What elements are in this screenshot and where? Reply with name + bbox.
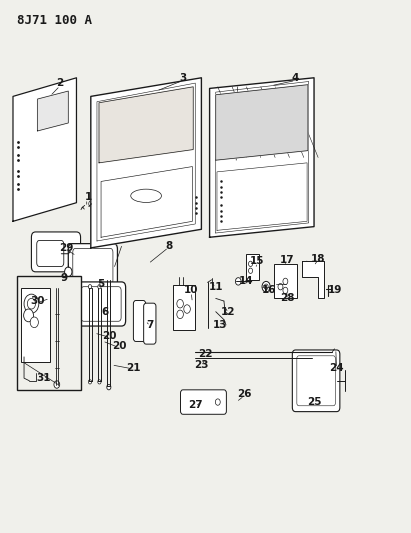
Text: 30: 30	[30, 296, 45, 306]
Text: 1: 1	[85, 192, 92, 203]
Polygon shape	[302, 261, 324, 298]
Bar	[148, 195, 181, 216]
Circle shape	[98, 379, 101, 384]
Text: 8J71 100 A: 8J71 100 A	[17, 14, 92, 27]
Circle shape	[249, 261, 253, 266]
Circle shape	[89, 200, 94, 207]
Text: 21: 21	[127, 362, 141, 373]
Text: 24: 24	[329, 362, 344, 373]
Polygon shape	[217, 163, 307, 230]
Text: 26: 26	[237, 389, 252, 399]
Text: 25: 25	[307, 397, 321, 407]
Circle shape	[88, 379, 92, 384]
FancyBboxPatch shape	[180, 390, 226, 414]
Circle shape	[276, 277, 286, 290]
Circle shape	[184, 305, 190, 313]
FancyBboxPatch shape	[76, 282, 126, 326]
Circle shape	[278, 280, 284, 287]
Bar	[274, 264, 297, 298]
Circle shape	[24, 294, 39, 313]
FancyBboxPatch shape	[134, 301, 145, 342]
Bar	[173, 285, 195, 330]
Circle shape	[54, 381, 60, 388]
Text: 17: 17	[280, 255, 295, 265]
Circle shape	[278, 284, 283, 290]
Text: 29: 29	[59, 243, 74, 253]
Bar	[283, 183, 298, 193]
Circle shape	[262, 281, 270, 292]
Text: 28: 28	[280, 293, 295, 303]
Text: 5: 5	[97, 279, 105, 288]
Text: 16: 16	[262, 286, 276, 295]
Text: 18: 18	[311, 254, 326, 263]
Circle shape	[264, 284, 268, 289]
FancyBboxPatch shape	[73, 248, 113, 284]
Text: 6: 6	[102, 306, 109, 317]
Text: 15: 15	[249, 256, 264, 266]
Text: 10: 10	[184, 286, 199, 295]
FancyBboxPatch shape	[297, 356, 335, 406]
Circle shape	[215, 399, 220, 405]
Polygon shape	[210, 78, 314, 237]
Polygon shape	[91, 78, 201, 248]
Polygon shape	[37, 91, 68, 131]
Circle shape	[177, 300, 183, 308]
Circle shape	[249, 268, 253, 273]
Bar	[109, 195, 142, 216]
Text: 22: 22	[198, 349, 213, 359]
Circle shape	[305, 269, 309, 274]
Polygon shape	[99, 87, 193, 163]
Bar	[21, 288, 50, 362]
FancyBboxPatch shape	[144, 303, 156, 344]
Circle shape	[98, 285, 101, 289]
Circle shape	[107, 384, 111, 390]
Circle shape	[30, 317, 38, 328]
Bar	[17, 276, 81, 390]
Ellipse shape	[131, 189, 162, 203]
Circle shape	[236, 278, 241, 285]
Circle shape	[24, 309, 33, 322]
Text: 20: 20	[102, 330, 116, 341]
Text: 13: 13	[212, 320, 227, 330]
Text: 9: 9	[60, 273, 68, 283]
Text: 12: 12	[221, 306, 235, 317]
Circle shape	[27, 298, 35, 309]
Bar	[148, 176, 173, 185]
Text: 23: 23	[194, 360, 209, 370]
Circle shape	[283, 278, 288, 285]
FancyBboxPatch shape	[81, 287, 121, 321]
Text: 8: 8	[165, 241, 172, 251]
FancyBboxPatch shape	[37, 240, 64, 266]
Polygon shape	[101, 166, 192, 237]
Text: 4: 4	[292, 73, 299, 83]
Text: 3: 3	[179, 73, 187, 83]
Text: 27: 27	[188, 400, 203, 410]
FancyBboxPatch shape	[31, 232, 81, 272]
FancyBboxPatch shape	[68, 244, 118, 289]
Text: 11: 11	[208, 282, 223, 292]
Bar	[246, 254, 259, 280]
Text: 20: 20	[112, 341, 127, 351]
Circle shape	[65, 267, 72, 277]
FancyBboxPatch shape	[292, 350, 340, 411]
Circle shape	[283, 287, 288, 294]
Text: 31: 31	[37, 373, 51, 383]
Polygon shape	[13, 78, 76, 221]
Text: 7: 7	[146, 320, 154, 330]
Circle shape	[305, 261, 309, 266]
Circle shape	[69, 248, 74, 253]
Text: 2: 2	[56, 78, 64, 88]
Polygon shape	[216, 85, 308, 160]
Text: 19: 19	[327, 286, 342, 295]
Circle shape	[88, 285, 92, 289]
Text: 14: 14	[239, 277, 254, 286]
Circle shape	[177, 310, 183, 319]
